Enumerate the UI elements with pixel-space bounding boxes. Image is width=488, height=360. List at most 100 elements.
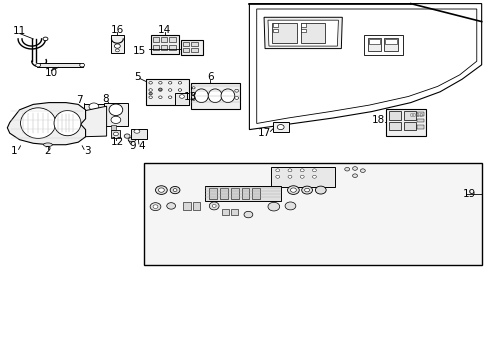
Bar <box>416 112 424 116</box>
Bar <box>416 119 424 122</box>
Ellipse shape <box>111 116 121 123</box>
Ellipse shape <box>178 82 182 84</box>
Ellipse shape <box>109 104 122 116</box>
Text: 18: 18 <box>370 115 384 125</box>
Bar <box>388 122 400 130</box>
Bar <box>220 188 227 199</box>
Ellipse shape <box>179 95 184 98</box>
Ellipse shape <box>194 89 208 103</box>
Ellipse shape <box>290 188 296 192</box>
Ellipse shape <box>287 186 299 194</box>
Bar <box>145 79 188 105</box>
Text: 2: 2 <box>44 146 51 156</box>
Bar <box>111 125 116 130</box>
Bar <box>271 167 334 187</box>
Ellipse shape <box>312 169 316 172</box>
Bar <box>241 188 249 199</box>
Ellipse shape <box>287 175 291 178</box>
Ellipse shape <box>54 111 81 136</box>
Bar <box>301 23 305 27</box>
Text: 16: 16 <box>110 24 124 35</box>
Ellipse shape <box>300 169 304 172</box>
Ellipse shape <box>43 37 48 41</box>
Ellipse shape <box>114 44 120 48</box>
Bar <box>190 83 239 109</box>
Bar <box>161 45 167 50</box>
Ellipse shape <box>344 167 349 171</box>
Ellipse shape <box>158 96 162 99</box>
Text: 17: 17 <box>257 128 270 138</box>
Bar <box>385 39 396 44</box>
Ellipse shape <box>267 202 279 211</box>
Bar <box>104 103 127 126</box>
Ellipse shape <box>304 188 309 192</box>
Ellipse shape <box>315 186 325 194</box>
Bar <box>111 130 120 138</box>
Ellipse shape <box>124 134 130 138</box>
Ellipse shape <box>275 175 279 178</box>
Text: 11: 11 <box>13 26 26 36</box>
Bar <box>192 202 200 210</box>
Ellipse shape <box>192 87 195 89</box>
Bar <box>183 48 189 52</box>
Text: 19: 19 <box>462 189 475 199</box>
Text: 15: 15 <box>133 46 146 56</box>
Ellipse shape <box>43 143 52 147</box>
Text: 5: 5 <box>134 72 141 82</box>
Bar <box>169 45 175 50</box>
Bar <box>209 188 217 199</box>
Ellipse shape <box>360 169 365 172</box>
Bar <box>191 48 197 52</box>
Ellipse shape <box>148 93 152 95</box>
Bar <box>183 202 190 210</box>
Text: 14: 14 <box>158 24 171 35</box>
Bar <box>181 40 203 55</box>
Ellipse shape <box>287 169 291 172</box>
Ellipse shape <box>285 202 295 210</box>
Text: 3: 3 <box>83 146 90 156</box>
Text: 7: 7 <box>76 95 82 105</box>
Text: 9: 9 <box>129 141 136 151</box>
Polygon shape <box>81 106 106 137</box>
Bar <box>368 39 380 44</box>
Ellipse shape <box>192 93 195 95</box>
Ellipse shape <box>80 63 84 67</box>
Ellipse shape <box>148 82 152 84</box>
Bar <box>384 38 397 51</box>
Bar <box>388 111 400 120</box>
Text: 13: 13 <box>183 92 197 102</box>
Bar <box>252 188 260 199</box>
Bar <box>191 42 197 46</box>
Bar <box>403 122 415 130</box>
Ellipse shape <box>234 96 238 99</box>
Bar <box>150 35 179 54</box>
Bar <box>272 29 277 32</box>
Ellipse shape <box>178 96 182 99</box>
Text: 4: 4 <box>138 141 145 151</box>
Ellipse shape <box>312 175 316 178</box>
Text: 6: 6 <box>206 72 213 82</box>
Ellipse shape <box>352 174 357 177</box>
Bar <box>131 129 146 139</box>
Bar <box>222 209 228 215</box>
Bar <box>111 35 123 53</box>
Bar <box>230 188 238 199</box>
Bar <box>367 38 381 51</box>
Bar <box>301 29 305 32</box>
Ellipse shape <box>173 189 177 192</box>
Bar <box>272 23 296 43</box>
Bar <box>84 104 103 125</box>
Ellipse shape <box>113 132 118 136</box>
Ellipse shape <box>277 125 284 130</box>
Ellipse shape <box>89 112 99 119</box>
Ellipse shape <box>158 89 162 91</box>
Ellipse shape <box>192 98 195 100</box>
Polygon shape <box>249 4 481 130</box>
Bar <box>272 122 288 132</box>
Bar <box>152 45 159 50</box>
Text: 0000: 0000 <box>409 113 423 118</box>
Ellipse shape <box>158 82 162 84</box>
Bar <box>386 109 426 136</box>
Ellipse shape <box>170 186 180 194</box>
Ellipse shape <box>212 204 216 207</box>
